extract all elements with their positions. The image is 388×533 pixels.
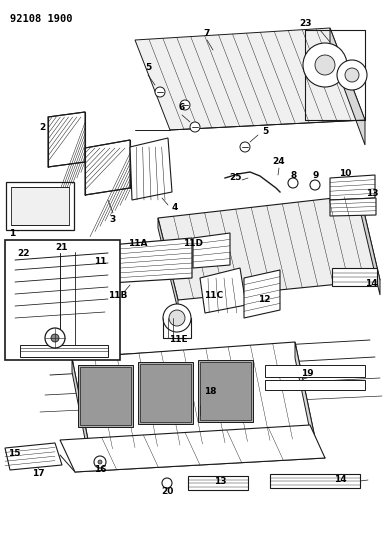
Text: 9: 9 [313,171,319,180]
Text: 3: 3 [110,215,116,224]
Text: 20: 20 [161,487,173,496]
Polygon shape [200,268,246,313]
Text: 25: 25 [230,174,242,182]
Text: 13: 13 [214,478,226,487]
Circle shape [169,310,185,326]
Polygon shape [48,112,85,167]
Polygon shape [60,425,325,472]
Text: 4: 4 [172,203,178,212]
Bar [140,364,191,422]
Text: 1: 1 [9,230,15,238]
Polygon shape [244,270,280,318]
Bar [265,380,365,390]
Text: 11D: 11D [183,239,203,248]
Bar [5,240,120,360]
Circle shape [45,328,65,348]
Text: 5: 5 [145,63,151,72]
Polygon shape [360,195,380,295]
Text: 22: 22 [18,248,30,257]
Text: 23: 23 [299,20,311,28]
Bar [20,345,108,357]
Text: 21: 21 [56,244,68,253]
Polygon shape [5,443,62,470]
Polygon shape [72,342,315,450]
Circle shape [98,460,102,464]
Polygon shape [158,218,178,310]
Text: 6: 6 [179,103,185,112]
Bar [270,474,360,488]
Text: 16: 16 [94,465,106,474]
Circle shape [288,178,298,188]
Text: 14: 14 [365,279,377,287]
Bar [200,405,220,415]
Bar [11,187,69,225]
Polygon shape [330,175,375,200]
Bar [265,365,365,377]
Polygon shape [135,28,365,130]
Polygon shape [330,28,365,145]
Text: 7: 7 [204,28,210,37]
Circle shape [94,456,106,468]
Polygon shape [295,342,315,455]
Text: 5: 5 [262,126,268,135]
Circle shape [163,304,191,332]
Text: 19: 19 [301,369,314,378]
Bar [332,268,377,286]
Circle shape [155,87,165,97]
Text: 11A: 11A [128,239,148,248]
Polygon shape [130,138,172,200]
Text: 15: 15 [8,448,20,457]
Text: 12: 12 [258,295,270,304]
Circle shape [315,55,335,75]
Circle shape [345,68,359,82]
Bar [138,362,193,424]
Text: 11E: 11E [169,335,187,344]
Text: 2: 2 [39,124,45,133]
Text: 92108 1900: 92108 1900 [10,14,73,24]
Circle shape [240,142,250,152]
Circle shape [190,122,200,132]
Bar [163,318,191,338]
Text: 11B: 11B [108,290,128,300]
Text: 13: 13 [366,190,378,198]
Text: 11: 11 [94,257,106,266]
Text: 18: 18 [204,387,216,397]
Polygon shape [85,140,130,195]
Circle shape [51,334,59,342]
Bar [200,362,251,420]
Polygon shape [72,358,90,465]
Circle shape [180,100,190,110]
Polygon shape [193,233,230,268]
Circle shape [337,60,367,90]
Text: 10: 10 [339,168,351,177]
Text: 17: 17 [32,469,44,478]
Polygon shape [110,238,192,283]
Circle shape [303,43,347,87]
Bar [80,367,131,425]
Text: 24: 24 [273,157,285,166]
Bar [198,360,253,422]
Bar [78,365,133,427]
Polygon shape [158,195,380,300]
Text: 14: 14 [334,474,346,483]
Circle shape [310,180,320,190]
Bar [188,476,248,490]
Text: 8: 8 [291,171,297,180]
Circle shape [162,478,172,488]
Text: 11C: 11C [204,290,223,300]
Bar [6,182,74,230]
Polygon shape [330,198,376,216]
